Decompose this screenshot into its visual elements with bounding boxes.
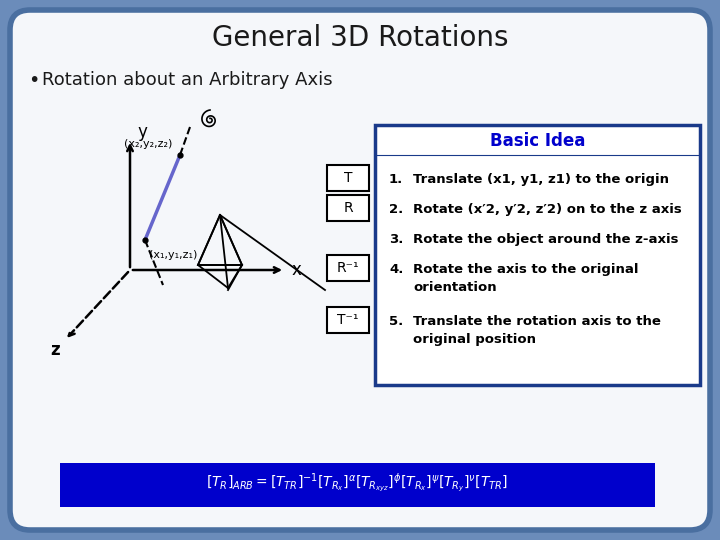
Text: 5.: 5.: [389, 315, 403, 328]
FancyBboxPatch shape: [60, 463, 655, 507]
FancyBboxPatch shape: [375, 125, 700, 385]
Text: 1.: 1.: [389, 173, 403, 186]
FancyBboxPatch shape: [327, 255, 369, 281]
Text: •: •: [28, 71, 40, 90]
Text: General 3D Rotations: General 3D Rotations: [212, 24, 508, 52]
Text: Rotation about an Arbitrary Axis: Rotation about an Arbitrary Axis: [42, 71, 333, 89]
Text: y: y: [137, 123, 147, 141]
Text: orientation: orientation: [413, 281, 497, 294]
Text: 2.: 2.: [389, 203, 403, 216]
Text: Rotate the axis to the original: Rotate the axis to the original: [413, 263, 639, 276]
Text: T: T: [343, 171, 352, 185]
Text: (x₂,y₂,z₂): (x₂,y₂,z₂): [124, 139, 172, 149]
FancyBboxPatch shape: [327, 165, 369, 191]
FancyBboxPatch shape: [10, 10, 710, 530]
Text: (x₁,y₁,z₁): (x₁,y₁,z₁): [149, 250, 197, 260]
Text: $[T_R]_{ARB} = [T_{TR}]^{-1}[T_{R_x}]^\alpha[T_{R_{xyz}}]^\phi[T_{R_x}]^\psi[T_{: $[T_R]_{ARB} = [T_{TR}]^{-1}[T_{R_x}]^\a…: [207, 472, 508, 494]
Text: Rotate (x′2, y′2, z′2) on to the z axis: Rotate (x′2, y′2, z′2) on to the z axis: [413, 203, 682, 216]
Text: Translate the rotation axis to the: Translate the rotation axis to the: [413, 315, 661, 328]
Text: 4.: 4.: [389, 263, 403, 276]
Text: Translate (x1, y1, z1) to the origin: Translate (x1, y1, z1) to the origin: [413, 173, 669, 186]
Text: R: R: [343, 201, 353, 215]
Text: original position: original position: [413, 333, 536, 346]
Text: R⁻¹: R⁻¹: [337, 261, 359, 275]
Text: x: x: [292, 261, 302, 279]
Text: z: z: [50, 341, 60, 359]
FancyBboxPatch shape: [327, 195, 369, 221]
Text: Basic Idea: Basic Idea: [490, 132, 585, 150]
Text: Rotate the object around the z-axis: Rotate the object around the z-axis: [413, 233, 678, 246]
Text: T⁻¹: T⁻¹: [337, 313, 359, 327]
Text: 3.: 3.: [389, 233, 403, 246]
FancyBboxPatch shape: [327, 307, 369, 333]
